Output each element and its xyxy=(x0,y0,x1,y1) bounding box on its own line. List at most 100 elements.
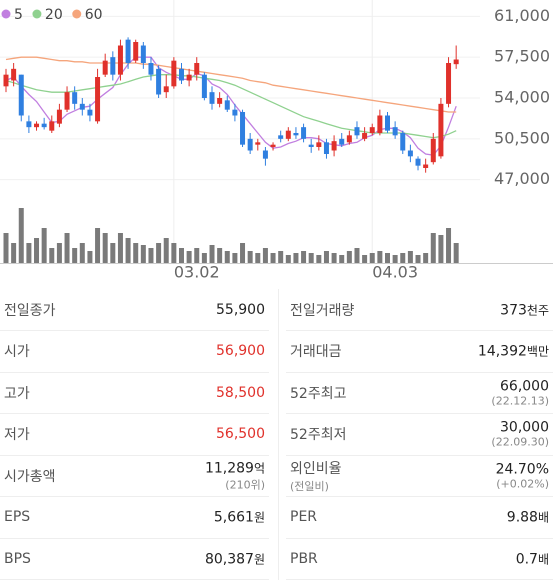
row-label: 전일종가 xyxy=(4,300,56,320)
label-text: 고가 xyxy=(4,385,30,402)
candle-body xyxy=(201,74,207,98)
volume-bar xyxy=(293,253,299,263)
row-label: PER xyxy=(290,509,317,525)
volume-bar xyxy=(377,251,383,263)
candle-body xyxy=(255,142,261,145)
volume-bar xyxy=(285,255,291,263)
row-value: 30,000 (22.09.30) xyxy=(491,420,549,449)
row-label: 고가 xyxy=(4,383,30,403)
volume-bar xyxy=(3,233,9,263)
candle-body xyxy=(41,123,47,128)
candle-body xyxy=(72,92,78,104)
candle-body xyxy=(247,138,253,151)
value-text: 11,289 xyxy=(204,460,254,476)
candle-body xyxy=(110,57,116,75)
value-text: 0.7 xyxy=(515,551,538,567)
volume-bar xyxy=(140,245,146,263)
value-sub: (22.09.30) xyxy=(491,435,549,449)
volume-bar xyxy=(430,233,436,263)
candle-body xyxy=(278,135,284,139)
value-unit: 억 xyxy=(253,461,265,475)
candle-body xyxy=(224,100,230,110)
candle-body xyxy=(26,121,32,128)
volume-bar xyxy=(446,228,452,263)
table-row: 거래대금 14,392백만 xyxy=(286,331,553,373)
row-label: EPS xyxy=(4,509,30,525)
row-label: BPS xyxy=(4,551,31,567)
candle-body xyxy=(270,144,276,147)
row-value: 55,900 xyxy=(216,302,265,318)
volume-bar xyxy=(400,253,406,263)
candle-body xyxy=(95,77,101,122)
volume-bar xyxy=(323,251,329,263)
value-unit: 배 xyxy=(537,552,549,566)
volume-bar xyxy=(171,243,177,263)
candle-body xyxy=(232,109,238,116)
volume-bar xyxy=(18,208,24,263)
value-text: 14,392 xyxy=(477,343,527,360)
row-value: 373천주 xyxy=(500,301,549,318)
volume-bar xyxy=(186,251,192,263)
row-label: 거래대금 xyxy=(290,341,342,361)
volume-bar xyxy=(339,255,345,263)
label-text: 시가 xyxy=(4,344,30,360)
value-sub: (210위) xyxy=(225,478,265,491)
volume-bar xyxy=(232,253,238,263)
candle-body xyxy=(79,103,85,110)
candle-body xyxy=(339,138,345,145)
value-unit: 배 xyxy=(537,510,549,525)
volume-bar xyxy=(117,233,123,263)
candle-body xyxy=(316,142,322,147)
volume-bar xyxy=(178,248,184,263)
candle-body xyxy=(56,109,62,124)
ma-line xyxy=(5,56,457,113)
table-row: 시가총액 11,289억 (210위) xyxy=(0,455,269,497)
label-sub: (전일비) xyxy=(290,479,329,493)
volume-bar xyxy=(209,245,215,263)
row-label: 전일거래량 xyxy=(290,300,354,320)
volume-bar xyxy=(308,253,314,263)
value-sub: (22.12.13) xyxy=(491,394,549,407)
candle-body xyxy=(308,144,314,147)
volume-bar xyxy=(415,255,421,263)
volume-bar xyxy=(34,238,40,263)
value-text: 373 xyxy=(500,302,527,318)
candle-body xyxy=(301,127,307,139)
volume-bar xyxy=(194,248,200,263)
candle-body xyxy=(11,68,17,81)
volume-bar xyxy=(41,228,47,263)
candle-body xyxy=(34,123,40,128)
candle-body xyxy=(18,74,24,116)
table-row: 전일종가 55,900 xyxy=(0,289,269,331)
candle-body xyxy=(453,59,459,65)
row-value: 9.88배 xyxy=(507,509,549,526)
candle-body xyxy=(194,63,200,75)
candle-body xyxy=(262,150,268,159)
value-text: 80,387 xyxy=(204,551,254,567)
value-unit: 원 xyxy=(253,552,265,566)
legend-label: 20 xyxy=(45,7,63,23)
column-divider xyxy=(278,289,279,580)
value-text: 30,000 xyxy=(500,419,549,436)
candle-body xyxy=(140,45,146,63)
legend-swatch xyxy=(32,9,42,19)
candle-body xyxy=(415,158,421,166)
x-tick-label: 04.03 xyxy=(372,263,418,282)
row-label: 저가 xyxy=(4,424,30,444)
volume-bar xyxy=(224,251,230,263)
value-text: 24.70% xyxy=(495,461,549,477)
candle-body xyxy=(117,45,123,75)
candle-body xyxy=(392,127,398,136)
value-text: 56,900 xyxy=(216,343,265,359)
volume-bar xyxy=(79,243,85,263)
volume-bar xyxy=(331,253,337,263)
value-sub: (+0.02%) xyxy=(496,477,549,490)
value-text: 5,661 xyxy=(213,509,254,526)
row-label: PBR xyxy=(290,551,318,567)
value-text: 55,900 xyxy=(216,301,265,318)
candle-body xyxy=(385,115,390,131)
legend-label: 5 xyxy=(14,7,23,23)
volume-bar xyxy=(423,253,429,263)
volume-bar xyxy=(217,248,223,263)
